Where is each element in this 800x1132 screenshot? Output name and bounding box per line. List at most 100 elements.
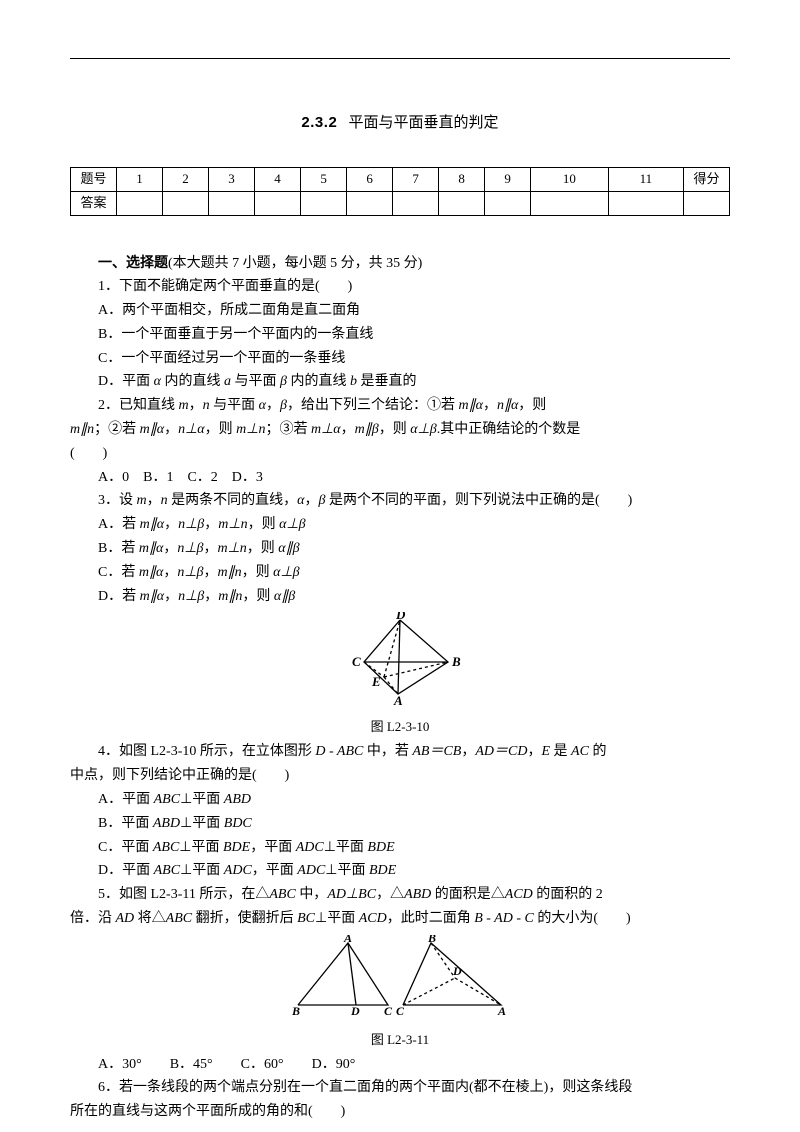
- t: 倍．沿: [70, 911, 116, 926]
- t: 中，: [296, 887, 328, 902]
- t: 中，若: [363, 744, 412, 759]
- col-head: 2: [163, 167, 209, 191]
- row-label: 答案: [71, 191, 117, 215]
- svg-text:A: A: [497, 1004, 506, 1018]
- score-cell: [684, 191, 730, 215]
- q4-opt-b: B．平面 ABD⊥平面 BDC: [70, 812, 730, 836]
- t: A．若: [98, 517, 140, 532]
- t: ，则: [248, 517, 280, 532]
- label-d: D: [395, 612, 406, 622]
- t: 是垂直的: [357, 374, 417, 389]
- t: ，: [164, 589, 178, 604]
- t: ，: [527, 744, 541, 759]
- t: 的面积的 2: [533, 887, 603, 902]
- svg-text:B: B: [427, 935, 436, 945]
- t: ，平面: [250, 840, 296, 855]
- answer-cell: [485, 191, 531, 215]
- score-label: 得分: [684, 167, 730, 191]
- t: ⊥平面: [325, 863, 369, 878]
- t: ，: [266, 398, 280, 413]
- q4-opt-a: A．平面 ABC⊥平面 ABD: [70, 788, 730, 812]
- t: ，: [203, 565, 217, 580]
- svg-text:C: C: [384, 1004, 393, 1018]
- t: ，△: [376, 887, 404, 902]
- figure-l2-3-10: D B C E A: [70, 612, 730, 716]
- svg-text:D: D: [350, 1004, 360, 1018]
- t: 的: [589, 744, 607, 759]
- q6-line2: 所在的直线与这两个平面所成的角的和( ): [70, 1100, 730, 1124]
- t: 的面积是△: [431, 887, 505, 902]
- col-head: 8: [439, 167, 485, 191]
- answer-cell: [347, 191, 393, 215]
- answer-cell: [393, 191, 439, 215]
- label-e: E: [371, 674, 381, 689]
- t: C．若: [98, 565, 139, 580]
- q1-opt-b: B．一个平面垂直于另一个平面内的一条直线: [70, 323, 730, 347]
- t: ⊥平面: [179, 840, 223, 855]
- t: ，: [304, 493, 318, 508]
- answer-cell: [255, 191, 301, 215]
- answer-cell: [439, 191, 485, 215]
- t: ，: [204, 517, 218, 532]
- t: ，则: [205, 422, 237, 437]
- svg-text:C: C: [396, 1004, 405, 1018]
- q3-opt-a: A．若 m∥α，n⊥β，m⊥n，则 α⊥β: [70, 513, 730, 537]
- section-heading: 2.3.2 平面与平面垂直的判定: [70, 110, 730, 137]
- t: D．若: [98, 589, 140, 604]
- answer-cell: [301, 191, 347, 215]
- t: ，: [189, 398, 203, 413]
- t: 的大小为( ): [534, 911, 631, 926]
- q3-opt-c: C．若 m∥α，n⊥β，m∥n，则 α⊥β: [70, 561, 730, 585]
- t: ，则: [242, 589, 274, 604]
- q2-line2: m∥n；②若 m∥α，n⊥α，则 m⊥n；③若 m⊥α，m∥β，则 α⊥β.其中…: [70, 418, 730, 442]
- t: 4．如图 L2­-3­-10 所示，在立体图形: [98, 744, 315, 759]
- t: ，: [164, 422, 178, 437]
- document-page: 2.3.2 平面与平面垂直的判定 题号 1 2 3 4 5 6 7 8 9 10…: [70, 110, 730, 1124]
- t: ；③若: [265, 422, 311, 437]
- q2-line3: ( ): [70, 442, 730, 466]
- t: ，则: [242, 565, 274, 580]
- q2-line1: 2．已知直线 m，n 与平面 α，β，给出下列三个结论：①若 m∥α，n∥α，则: [70, 394, 730, 418]
- q4-line1: 4．如图 L2­-3­-10 所示，在立体图形 D ­- ABC 中，若 AB＝…: [70, 740, 730, 764]
- svg-text:D: D: [452, 964, 462, 978]
- answer-cell: [531, 191, 609, 215]
- col-head: 10: [531, 167, 609, 191]
- q6-line1: 6．若一条线段的两个端点分别在一个直二面角的两个平面内(都不在棱上)，则这条线段: [70, 1076, 730, 1100]
- section-1-note: (本大题共 7 小题，每小题 5 分，共 35 分): [168, 256, 422, 271]
- q4-line2: 中点，则下列结论中正确的是( ): [70, 764, 730, 788]
- t: 翻折，使翻折后: [192, 911, 297, 926]
- answer-cell: [163, 191, 209, 215]
- t: ⊥平面: [315, 911, 359, 926]
- figure-1-caption: 图 L2­-3­-10: [70, 716, 730, 738]
- t: 将△: [134, 911, 166, 926]
- t: 是两条不同的直线，: [168, 493, 298, 508]
- t: ，: [164, 517, 178, 532]
- col-head: 4: [255, 167, 301, 191]
- t: ，: [163, 541, 177, 556]
- t: ，: [341, 422, 355, 437]
- q1-opt-d: D．平面 α 内的直线 a 与平面 β 内的直线 b 是垂直的: [70, 370, 730, 394]
- section-1-title: 一、选择题: [98, 256, 168, 271]
- answer-cell: [117, 191, 163, 215]
- t: 与平面: [210, 398, 259, 413]
- q4-opt-c: C．平面 ABC⊥平面 BDE，平面 ADC⊥平面 BDE: [70, 836, 730, 860]
- t: ，: [483, 398, 497, 413]
- t: D．平面: [98, 863, 154, 878]
- t: ，此时二面角: [387, 911, 475, 926]
- t: 内的直线: [287, 374, 350, 389]
- t: ⊥平面: [180, 863, 224, 878]
- col-head: 11: [608, 167, 683, 191]
- t: ，则: [518, 398, 546, 413]
- t: ，: [461, 744, 475, 759]
- q5-line1: 5．如图 L2­-3­-11 所示，在△ABC 中，AD⊥BC，△ABD 的面积…: [70, 883, 730, 907]
- t: ，给出下列三个结论：①若: [287, 398, 459, 413]
- row-label: 题号: [71, 167, 117, 191]
- answer-grid-table: 题号 1 2 3 4 5 6 7 8 9 10 11 得分 答案: [70, 167, 730, 216]
- t: 是两个不同的平面，则下列说法中正确的是( ): [325, 493, 632, 508]
- col-head: 9: [485, 167, 531, 191]
- col-head: 1: [117, 167, 163, 191]
- figure-2-caption: 图 L2­-3­-11: [70, 1029, 730, 1051]
- answer-cell: [209, 191, 255, 215]
- q3-opt-b: B．若 m∥α，n⊥β，m⊥n，则 α∥β: [70, 537, 730, 561]
- figure-l2-3-11: A B D C B C D A: [70, 935, 730, 1029]
